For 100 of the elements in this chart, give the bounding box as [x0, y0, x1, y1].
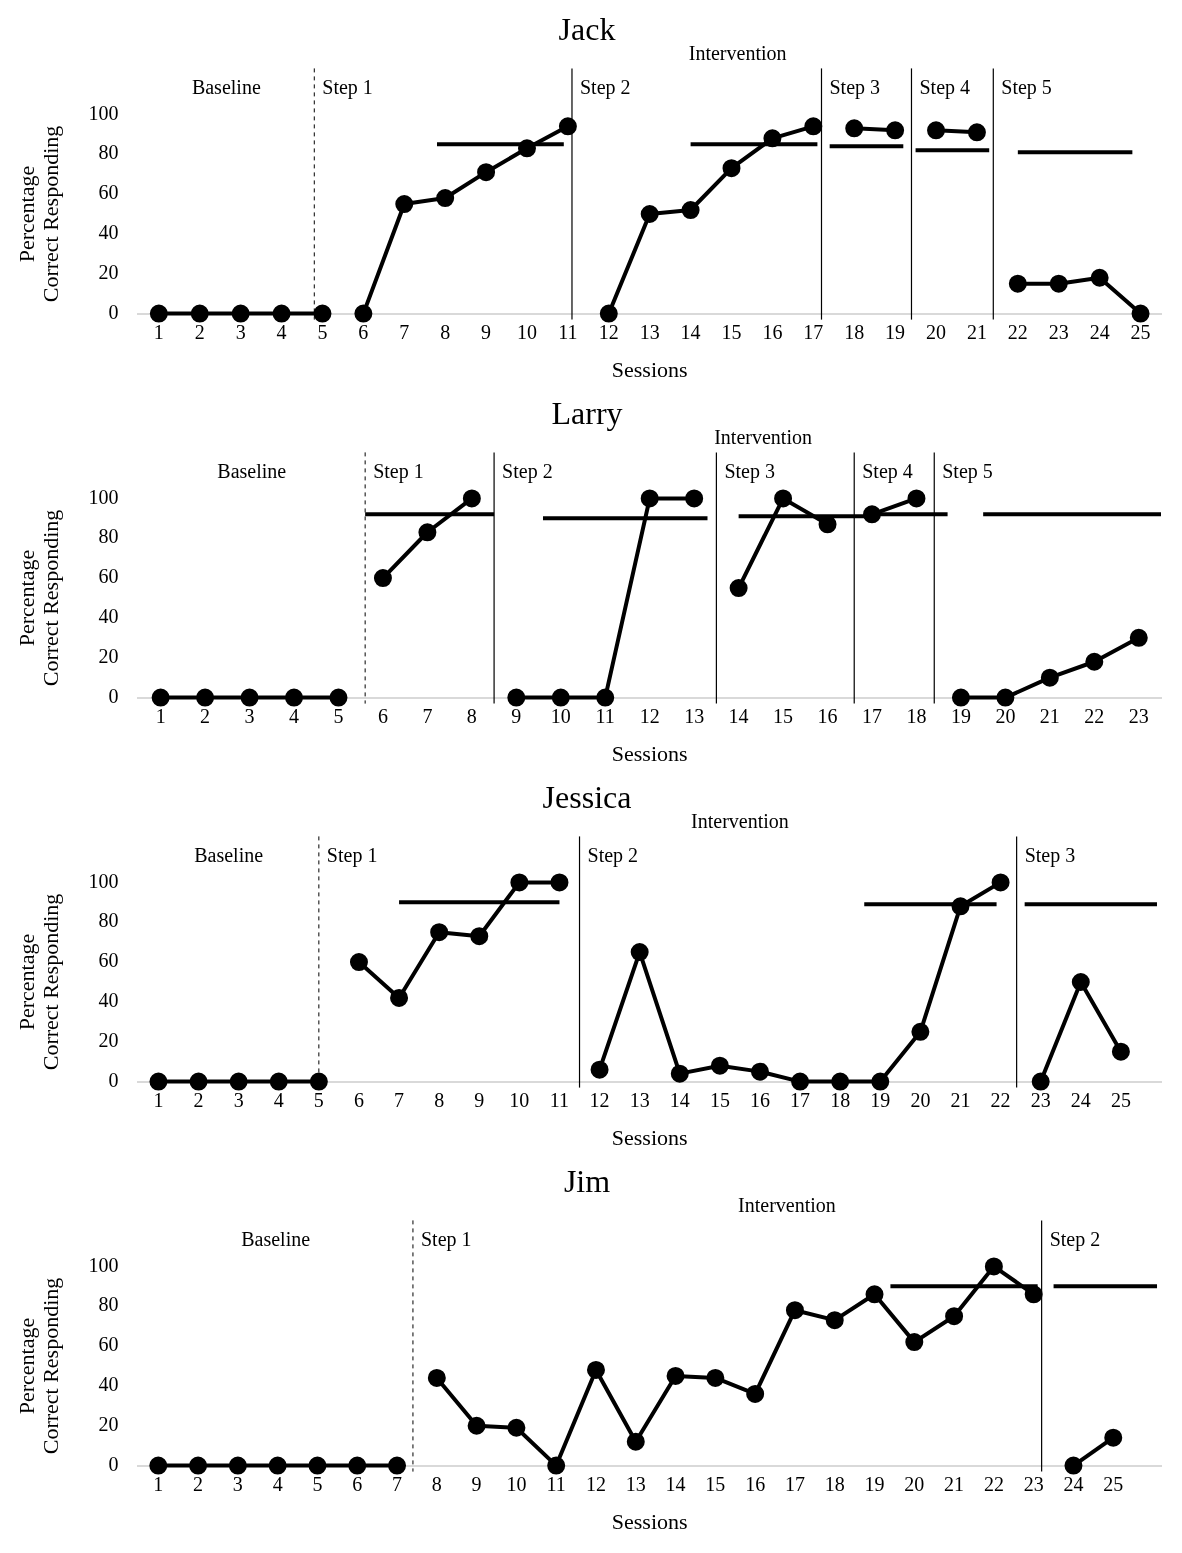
x-tick-label: 12 [639, 704, 660, 727]
x-tick-label: 22 [983, 1472, 1004, 1495]
x-tick-label: 20 [904, 1472, 925, 1495]
y-tick-label: 20 [98, 1029, 119, 1052]
x-tick-label: 20 [910, 1088, 931, 1111]
x-tick-label: 24 [1063, 1472, 1084, 1495]
x-tick-label: 12 [589, 1088, 610, 1111]
x-tick-label: 1 [155, 704, 166, 727]
x-tick-label: 18 [824, 1472, 845, 1495]
chart-title: Larry [551, 394, 623, 431]
x-tick-label: 19 [864, 1472, 885, 1495]
x-tick-label: 7 [399, 320, 410, 343]
ref-line-label: Step 4 [919, 75, 971, 99]
x-tick-label: 13 [629, 1088, 650, 1111]
chart-title: Jim [563, 1162, 611, 1199]
ref-line-label: Step 2 [1049, 1227, 1101, 1251]
x-tick-label: 4 [272, 1472, 283, 1495]
x-tick-label: 4 [276, 320, 287, 343]
x-tick-label: 4 [289, 704, 300, 727]
x-tick-label: 7 [422, 704, 433, 727]
text: Baseline [191, 75, 261, 98]
x-tick-label: 24 [1070, 1088, 1091, 1111]
y-tick-label: 40 [98, 989, 119, 1012]
ref-line-label: Step 2 [579, 75, 631, 99]
text: Intervention [688, 41, 787, 64]
y-axis-title: Percentage Correct Responding [13, 509, 64, 687]
x-tick-label: 19 [870, 1088, 891, 1111]
y-tick-label: 60 [98, 181, 119, 204]
x-tick-label: 15 [705, 1472, 726, 1495]
x-tick-label: 15 [721, 320, 742, 343]
x-tick-label: 6 [353, 1088, 364, 1111]
x-tick-label: 21 [944, 1472, 965, 1495]
x-tick-label: 17 [790, 1088, 811, 1111]
ref-line-label: Step 1 [322, 75, 373, 99]
x-tick-label: 8 [440, 320, 451, 343]
x-tick-label: 25 [1110, 1088, 1131, 1111]
x-tick-label: 5 [312, 1472, 323, 1495]
x-tick-label: 9 [511, 704, 522, 727]
x-tick-label: 16 [745, 1472, 766, 1495]
x-tick-label: 14 [680, 320, 701, 343]
x-tick-label: 23 [1048, 320, 1069, 343]
y-tick-label: 40 [98, 221, 119, 244]
x-tick-label: 6 [358, 320, 369, 343]
x-tick-label: 6 [377, 704, 388, 727]
x-tick-label: 10 [516, 320, 537, 343]
y-tick-label: 80 [98, 909, 119, 932]
x-tick-label: 22 [1084, 704, 1105, 727]
text: Intervention [738, 1193, 836, 1216]
y-tick-label: 40 [98, 1373, 119, 1396]
x-tick-label: 13 [684, 704, 705, 727]
x-tick-label: 3 [233, 1088, 244, 1111]
y-tick-label: 0 [108, 1068, 119, 1091]
x-tick-label: 17 [784, 1472, 805, 1495]
ref-line-label: Step 1 [326, 843, 378, 867]
text: Baseline [217, 459, 287, 482]
x-tick-label: 10 [506, 1472, 527, 1495]
ref-line-label: Step 5 [942, 459, 993, 483]
x-tick-label: 20 [926, 320, 947, 343]
x-tick-label: 16 [749, 1088, 770, 1111]
x-tick-label: 17 [862, 704, 882, 727]
x-tick-label: 20 [995, 704, 1016, 727]
x-tick-label: 1 [153, 1472, 164, 1495]
x-tick-label: 16 [762, 320, 783, 343]
x-tick-label: 2 [194, 320, 205, 343]
ref-line-label: Step 2 [587, 843, 639, 867]
ref-line-label: Step 3 [724, 459, 775, 483]
x-tick-label: 9 [474, 1088, 485, 1111]
x-tick-label: 15 [709, 1088, 730, 1111]
y-tick-label: 0 [108, 1452, 119, 1475]
ref-line-label: Step 3 [829, 75, 881, 99]
x-tick-label: 2 [193, 1472, 204, 1495]
x-tick-label: 4 [273, 1088, 284, 1111]
y-tick-label: 20 [98, 261, 119, 284]
y-tick-label: 40 [98, 605, 119, 628]
text: Baseline [194, 843, 264, 866]
x-tick-label: 21 [950, 1088, 971, 1111]
y-tick-label: 20 [98, 1413, 119, 1436]
x-tick-label: 14 [669, 1088, 690, 1111]
x-tick-label: 10 [509, 1088, 530, 1111]
x-tick-label: 21 [1039, 704, 1060, 727]
y-axis-title: Percentage Correct Responding [13, 125, 64, 303]
x-tick-label: 9 [471, 1472, 482, 1495]
y-tick-label: 60 [98, 565, 119, 588]
x-tick-label: 10 [550, 704, 571, 727]
x-tick-label: 12 [585, 1472, 606, 1495]
x-tick-label: 11 [546, 1472, 566, 1495]
x-tick-label: 2 [200, 704, 211, 727]
chart-title: Jessica [542, 778, 632, 815]
ref-line-label: Step 4 [862, 459, 913, 483]
x-tick-label: 15 [773, 704, 794, 727]
x-axis-title: Sessions [611, 1124, 688, 1150]
x-tick-label: 12 [598, 320, 619, 343]
x-tick-label: 22 [990, 1088, 1011, 1111]
x-tick-label: 25 [1103, 1472, 1124, 1495]
x-tick-label: 5 [333, 704, 344, 727]
x-tick-label: 13 [639, 320, 660, 343]
x-tick-label: 16 [817, 704, 838, 727]
x-tick-label: 9 [481, 320, 492, 343]
x-axis-title: Sessions [611, 356, 688, 382]
y-tick-label: 60 [98, 1333, 119, 1356]
